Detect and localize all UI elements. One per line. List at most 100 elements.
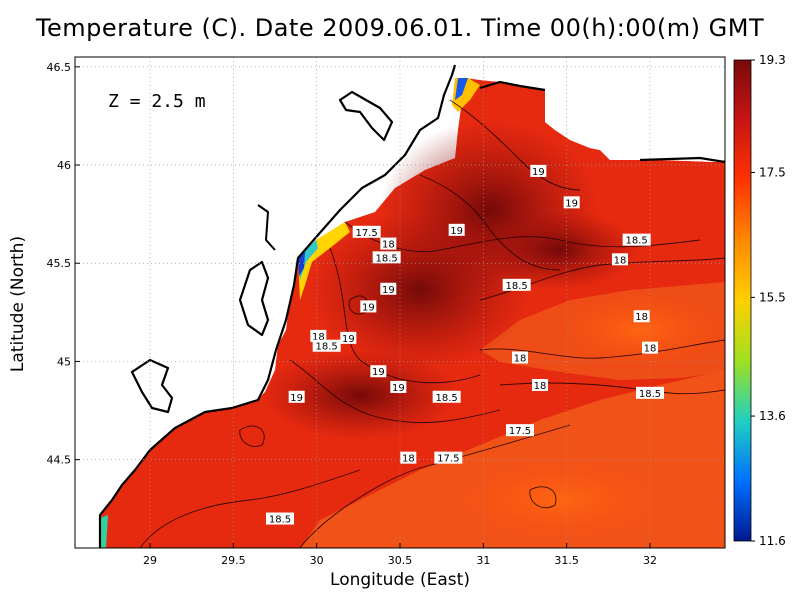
x-tick-label: 32 [643, 554, 657, 567]
y-axis-ticks: 46.5 46 45.5 45 44.5 [47, 61, 80, 467]
x-tick-label: 31.5 [554, 554, 579, 567]
contour-line [479, 339, 725, 359]
contour-label-box [636, 386, 664, 399]
contour-label: 18 [534, 381, 547, 392]
colorbar [733, 59, 752, 542]
warm-core-east [480, 210, 640, 290]
contour-label: 18 [402, 454, 415, 465]
estuary-outline [338, 90, 394, 142]
contour-label: 19 [342, 334, 355, 345]
contour-label-box [266, 512, 294, 525]
contour-label-box [432, 390, 461, 403]
colorbar-tick-label: 17.5 [759, 165, 786, 179]
contour-label-box [506, 424, 534, 437]
orange-patch-east [550, 290, 725, 370]
contour-label: 19 [372, 367, 385, 378]
cold-coastal-strip-south [100, 515, 108, 548]
very-cold-coastal-strip-north [455, 78, 468, 100]
x-axis-label: Longitude (East) [330, 570, 470, 590]
contour-label-box [380, 237, 397, 250]
y-tick-label: 46 [57, 159, 71, 172]
contour-label-box [502, 278, 531, 291]
x-tick-label: 29 [143, 554, 157, 567]
contour-label: 17.5 [509, 426, 531, 437]
lagoon-outline [130, 358, 174, 414]
contour-label-box [622, 233, 651, 246]
contour-label: 18.5 [269, 515, 291, 526]
contour-label: 18 [312, 332, 325, 343]
contour-label-box [310, 329, 327, 342]
contour-label-box [312, 339, 341, 352]
contour-label: 18.5 [639, 389, 661, 400]
contour-label-box [380, 282, 397, 295]
contour-label-box [612, 253, 628, 266]
x-tick-label: 30 [310, 554, 324, 567]
contour-line [529, 486, 557, 509]
contour-label: 19 [450, 226, 463, 237]
colorbar-tick-label: 15.5 [759, 290, 786, 304]
contour-label: 19 [392, 383, 405, 394]
y-tick-label: 44.5 [47, 454, 72, 467]
contour-line [419, 174, 561, 271]
land-west [75, 57, 455, 548]
contour-label-box [288, 390, 305, 403]
contour-label: 19 [382, 285, 395, 296]
contour-label-box [400, 451, 417, 464]
cold-coastal-strip [298, 222, 350, 300]
coast-east-outline [639, 156, 725, 164]
delta-outline [238, 260, 270, 337]
contour-label: 18.5 [626, 236, 648, 247]
contour-line [449, 99, 581, 191]
contour-label-box [448, 223, 465, 236]
colorbar-tick-label: 13.6 [759, 409, 786, 423]
contour-label: 17.5 [437, 454, 459, 465]
warm-core-south [260, 350, 460, 440]
x-tick-label: 30.5 [388, 554, 413, 567]
coastline [98, 64, 457, 548]
contour-label: 19 [565, 198, 578, 209]
contour-label: 18.5 [436, 393, 458, 404]
contour-label: 18 [382, 240, 395, 251]
contour-line [344, 221, 701, 253]
contour-label-box [390, 380, 407, 393]
very-cold-coastal-strip [298, 240, 318, 280]
contour-line [329, 247, 481, 384]
contour-label-box [633, 310, 650, 323]
river-outline [257, 204, 276, 251]
contour-line [289, 359, 501, 424]
y-tick-label: 46.5 [47, 61, 72, 74]
contour-line [139, 469, 361, 548]
colorbar-tick-label: 19.3 [759, 53, 786, 67]
contour-label: 19 [532, 167, 545, 178]
contour-label: 19 [290, 393, 303, 404]
contour-label-box [370, 365, 387, 378]
contour-label-box [563, 196, 580, 209]
contour-line [239, 425, 265, 447]
colorbar-tick-label: 11.6 [759, 534, 786, 548]
contour-label-box [512, 351, 528, 364]
contour-label-box [530, 164, 547, 177]
contour-label: 18 [635, 312, 648, 323]
contour-label-box [642, 341, 658, 354]
coldest-coastal-strip [298, 252, 305, 276]
x-axis-ticks: 29 29.5 30 30.5 31 31.5 32 [143, 543, 657, 567]
contour-line [299, 424, 571, 548]
contour-label: 18 [614, 255, 627, 266]
depth-label: Z = 2.5 m [108, 91, 206, 112]
y-tick-label: 45.5 [47, 257, 72, 270]
contour-label-box [434, 451, 463, 464]
contour-label: 18 [514, 353, 527, 364]
warm-core-center [310, 210, 530, 370]
contour-label: 18 [644, 344, 657, 355]
contour-label: 18.5 [316, 342, 338, 353]
contour-label: 18.5 [506, 281, 528, 292]
contour-label-box [532, 378, 548, 391]
contour-label: 19 [362, 302, 375, 313]
contour-label-box [372, 251, 401, 264]
contour-label-box [352, 225, 381, 238]
colorbar-ticks: 19.3 17.5 15.5 13.6 11.6 [751, 53, 786, 548]
coast-northeast-outline [479, 80, 546, 92]
y-tick-label: 45 [57, 355, 71, 368]
